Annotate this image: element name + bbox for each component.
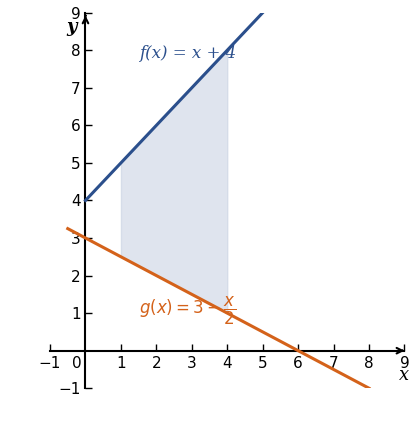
Text: 0: 0 — [72, 356, 81, 371]
Text: f(x) = x + 4: f(x) = x + 4 — [138, 46, 236, 62]
Text: y: y — [66, 18, 77, 36]
Text: $g(x) = 3 - \dfrac{x}{2}$: $g(x) = 3 - \dfrac{x}{2}$ — [138, 295, 236, 327]
Text: x: x — [399, 366, 409, 384]
